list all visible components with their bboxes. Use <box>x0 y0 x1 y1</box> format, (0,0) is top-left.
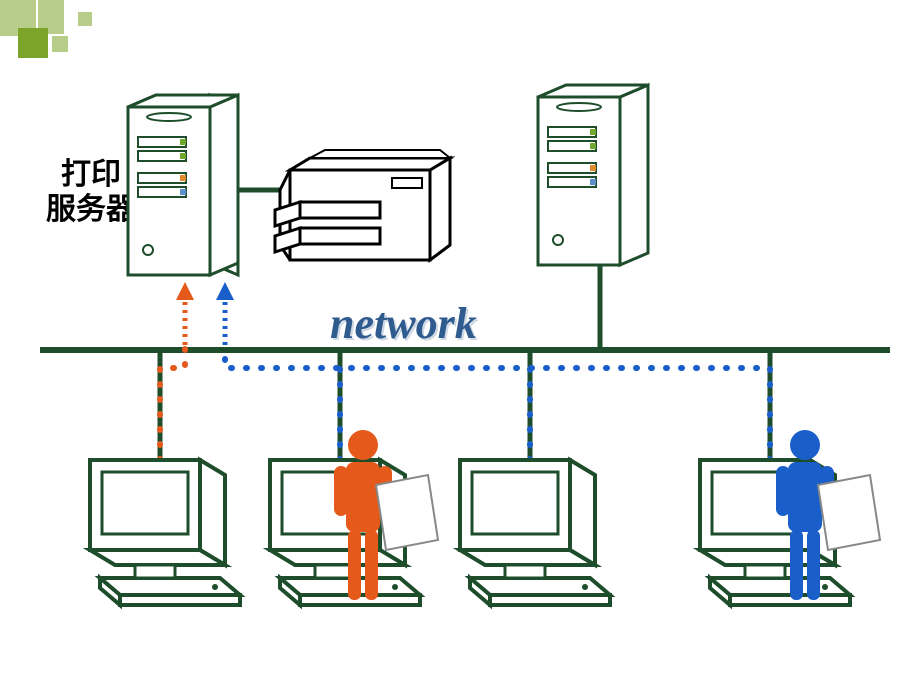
diagram-stage <box>0 0 920 690</box>
person-orange-icon <box>334 430 438 600</box>
dotted-path-blue <box>225 345 770 460</box>
arrow-blue-up-icon <box>216 282 234 345</box>
printer-icon <box>275 150 450 260</box>
server-icon <box>538 85 648 265</box>
server-icon <box>128 95 238 275</box>
client-computer-icon <box>460 460 610 605</box>
person-blue-icon <box>776 430 880 600</box>
client-computer-icon <box>90 460 240 605</box>
dotted-path-orange <box>160 345 185 460</box>
arrow-orange-up-icon <box>176 282 194 345</box>
